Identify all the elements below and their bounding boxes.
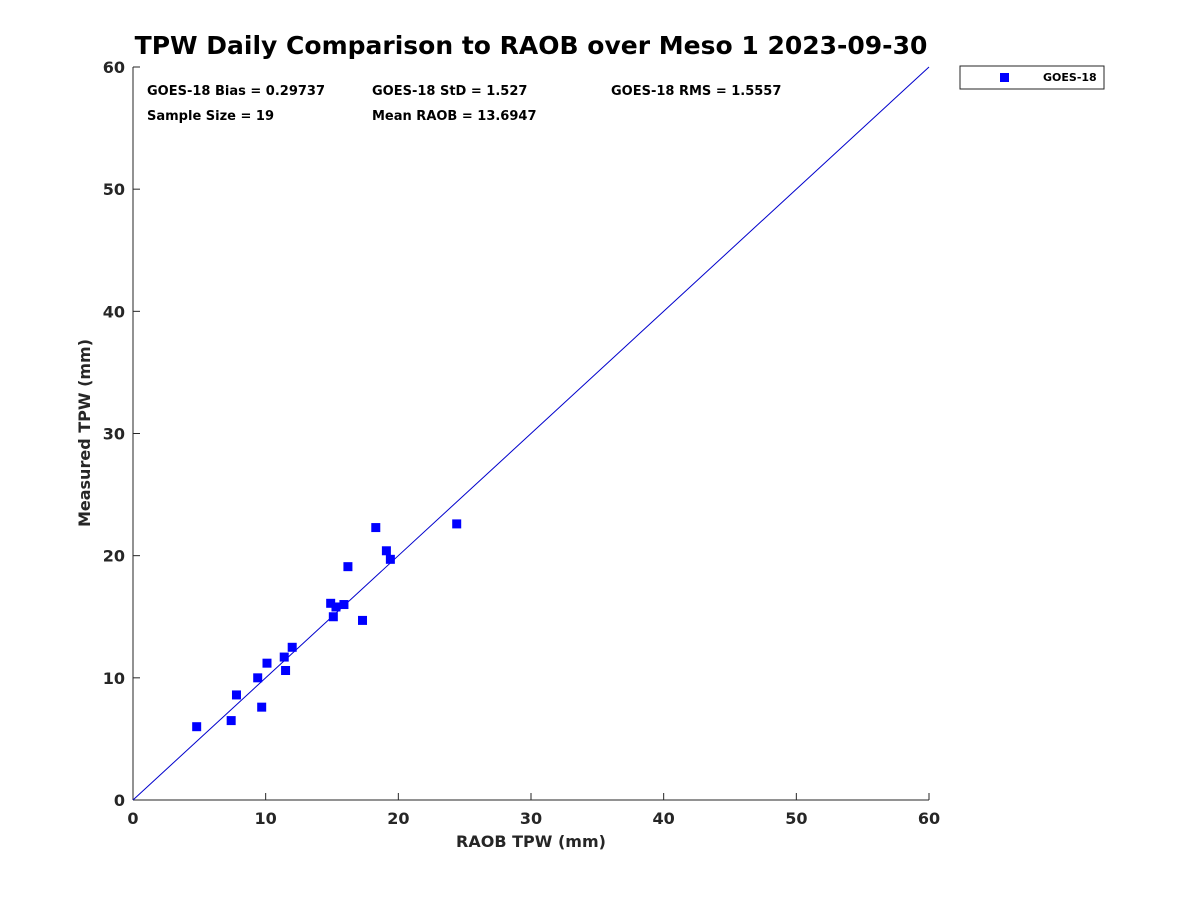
data-point xyxy=(287,642,297,652)
x-tick-label: 60 xyxy=(918,809,940,828)
x-tick-label: 10 xyxy=(255,809,277,828)
y-axis-label: Measured TPW (mm) xyxy=(75,339,94,527)
data-points xyxy=(192,519,462,732)
data-point xyxy=(331,602,341,612)
data-point xyxy=(226,716,236,726)
data-point xyxy=(343,562,353,572)
stat-std: GOES-18 StD = 1.527 xyxy=(372,84,527,99)
y-axis-ticks: 0 10 20 30 40 50 60 xyxy=(103,58,140,810)
data-point xyxy=(328,612,338,622)
y-tick-label: 10 xyxy=(103,669,125,688)
legend-marker-goes-18 xyxy=(1000,73,1009,82)
data-point xyxy=(339,600,349,610)
x-tick-label: 30 xyxy=(520,809,542,828)
x-tick-label: 40 xyxy=(653,809,675,828)
x-tick-label: 20 xyxy=(387,809,409,828)
y-tick-label: 60 xyxy=(103,58,125,77)
x-tick-label: 50 xyxy=(785,809,807,828)
x-axis-label: RAOB TPW (mm) xyxy=(456,832,606,851)
data-point xyxy=(452,519,462,529)
stat-sample-size: Sample Size = 19 xyxy=(147,109,274,124)
legend-label-goes-18: GOES-18 xyxy=(1043,71,1097,84)
stat-bias: GOES-18 Bias = 0.29737 xyxy=(147,84,325,99)
data-point xyxy=(385,554,395,564)
chart-title: TPW Daily Comparison to RAOB over Meso 1… xyxy=(135,31,928,60)
stat-mean-raob: Mean RAOB = 13.6947 xyxy=(372,109,537,124)
stat-rms: GOES-18 RMS = 1.5557 xyxy=(611,84,781,99)
one-to-one-reference-line xyxy=(132,66,930,801)
data-point xyxy=(253,673,263,683)
data-point xyxy=(279,652,289,662)
legend: GOES-18 xyxy=(959,65,1105,90)
data-point xyxy=(358,615,368,625)
x-tick-label: 0 xyxy=(127,809,138,828)
data-point xyxy=(231,690,241,700)
legend-box xyxy=(959,65,1105,90)
y-tick-label: 50 xyxy=(103,180,125,199)
x-axis-ticks: 0 10 20 30 40 50 60 xyxy=(127,793,940,828)
y-tick-label: 40 xyxy=(103,302,125,321)
data-point xyxy=(257,702,267,712)
data-point xyxy=(326,598,336,608)
data-point xyxy=(281,666,291,676)
data-point xyxy=(262,658,272,668)
plot-area: 0 10 20 30 40 50 60 0 10 20 30 40 50 60 xyxy=(103,58,940,828)
data-point xyxy=(371,523,381,533)
y-tick-label: 20 xyxy=(103,547,125,566)
data-point xyxy=(381,546,391,556)
data-point xyxy=(192,722,202,732)
y-tick-label: 0 xyxy=(114,791,125,810)
y-tick-label: 30 xyxy=(103,425,125,444)
